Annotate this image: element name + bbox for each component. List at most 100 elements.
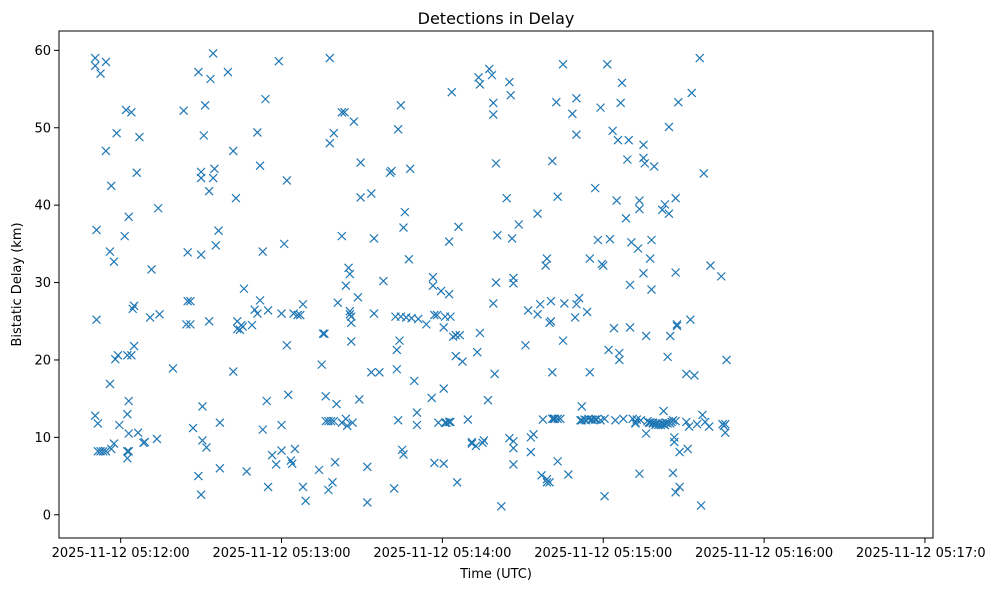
data-point	[509, 436, 518, 446]
data-point	[282, 340, 292, 350]
data-point	[330, 457, 340, 467]
data-point	[484, 64, 494, 74]
data-point	[105, 247, 115, 257]
data-point	[514, 220, 524, 229]
data-point	[641, 331, 651, 341]
data-point	[647, 285, 656, 294]
data-point	[639, 153, 648, 163]
data-point	[93, 419, 103, 428]
data-point	[616, 98, 626, 108]
data-point	[689, 371, 699, 380]
data-point	[279, 239, 289, 249]
x-tick-label: 2025-11-12 05:17:00	[856, 546, 986, 561]
data-point	[472, 347, 482, 357]
data-point	[188, 423, 198, 433]
data-point	[258, 425, 268, 435]
data-point	[348, 418, 357, 428]
data-point	[645, 254, 655, 263]
data-point	[617, 78, 627, 88]
data-point	[345, 309, 355, 319]
data-point	[421, 319, 431, 329]
data-point	[290, 444, 300, 454]
data-point	[106, 444, 116, 454]
data-point	[96, 69, 105, 78]
data-point	[610, 415, 620, 425]
data-point	[546, 316, 556, 326]
data-point	[301, 496, 311, 506]
data-point	[488, 299, 498, 308]
data-point	[538, 415, 548, 424]
data-point	[283, 390, 293, 400]
data-point	[492, 230, 502, 240]
data-point	[590, 183, 600, 193]
data-point	[621, 213, 631, 223]
data-point	[635, 196, 644, 205]
y-tick-label: 60	[34, 44, 51, 59]
data-point	[549, 414, 559, 424]
data-point	[671, 268, 681, 277]
data-point	[215, 418, 225, 428]
y-axis-ticks: 0 10 20 30 40 50 60	[34, 44, 59, 523]
data-point	[153, 203, 163, 213]
data-point	[345, 306, 355, 316]
data-point	[439, 323, 449, 332]
data-point	[124, 446, 134, 456]
data-point	[101, 57, 111, 67]
data-point	[374, 367, 384, 377]
data-point	[451, 351, 461, 361]
data-points	[90, 49, 731, 511]
data-point	[641, 429, 651, 438]
data-point	[664, 122, 674, 132]
data-point	[319, 329, 329, 339]
data-point	[555, 414, 565, 424]
data-point	[720, 419, 730, 429]
data-point	[122, 409, 132, 419]
data-point	[128, 304, 138, 314]
data-point	[458, 357, 467, 366]
data-point	[664, 209, 674, 219]
data-point	[506, 90, 516, 100]
data-point	[488, 98, 498, 108]
data-point	[618, 414, 628, 424]
data-point	[593, 235, 603, 245]
data-point	[509, 278, 518, 288]
data-point	[255, 295, 265, 305]
data-point	[535, 299, 545, 309]
data-point	[122, 453, 132, 463]
data-point	[471, 441, 481, 451]
data-point	[428, 281, 438, 291]
data-point	[521, 340, 530, 350]
data-point	[504, 77, 514, 87]
data-point	[412, 408, 422, 418]
data-point	[439, 384, 449, 394]
data-point	[507, 234, 517, 243]
data-point	[362, 497, 372, 507]
data-point	[261, 94, 270, 104]
data-point	[668, 468, 678, 478]
data-point	[396, 100, 406, 110]
data-point	[614, 348, 624, 358]
plot-frame	[58, 30, 934, 539]
data-point	[429, 458, 439, 468]
data-point	[542, 254, 552, 263]
data-point	[585, 367, 595, 377]
data-point	[242, 467, 252, 476]
data-point	[673, 97, 683, 107]
y-tick-label: 50	[34, 121, 51, 136]
data-point	[400, 207, 410, 217]
data-point	[263, 306, 273, 315]
data-point	[668, 415, 678, 425]
data-point	[263, 482, 273, 492]
data-point	[286, 456, 296, 466]
data-point	[399, 449, 408, 459]
data-point	[208, 173, 218, 183]
data-point	[445, 312, 455, 322]
chart-title: Detections in Delay	[418, 9, 575, 28]
data-point	[491, 278, 501, 287]
x-tick-label: 2025-11-12 05:13:00	[212, 546, 350, 561]
data-point	[282, 175, 292, 185]
data-point	[193, 67, 203, 77]
data-point	[193, 471, 203, 481]
data-point	[698, 410, 707, 420]
data-point	[577, 401, 587, 411]
